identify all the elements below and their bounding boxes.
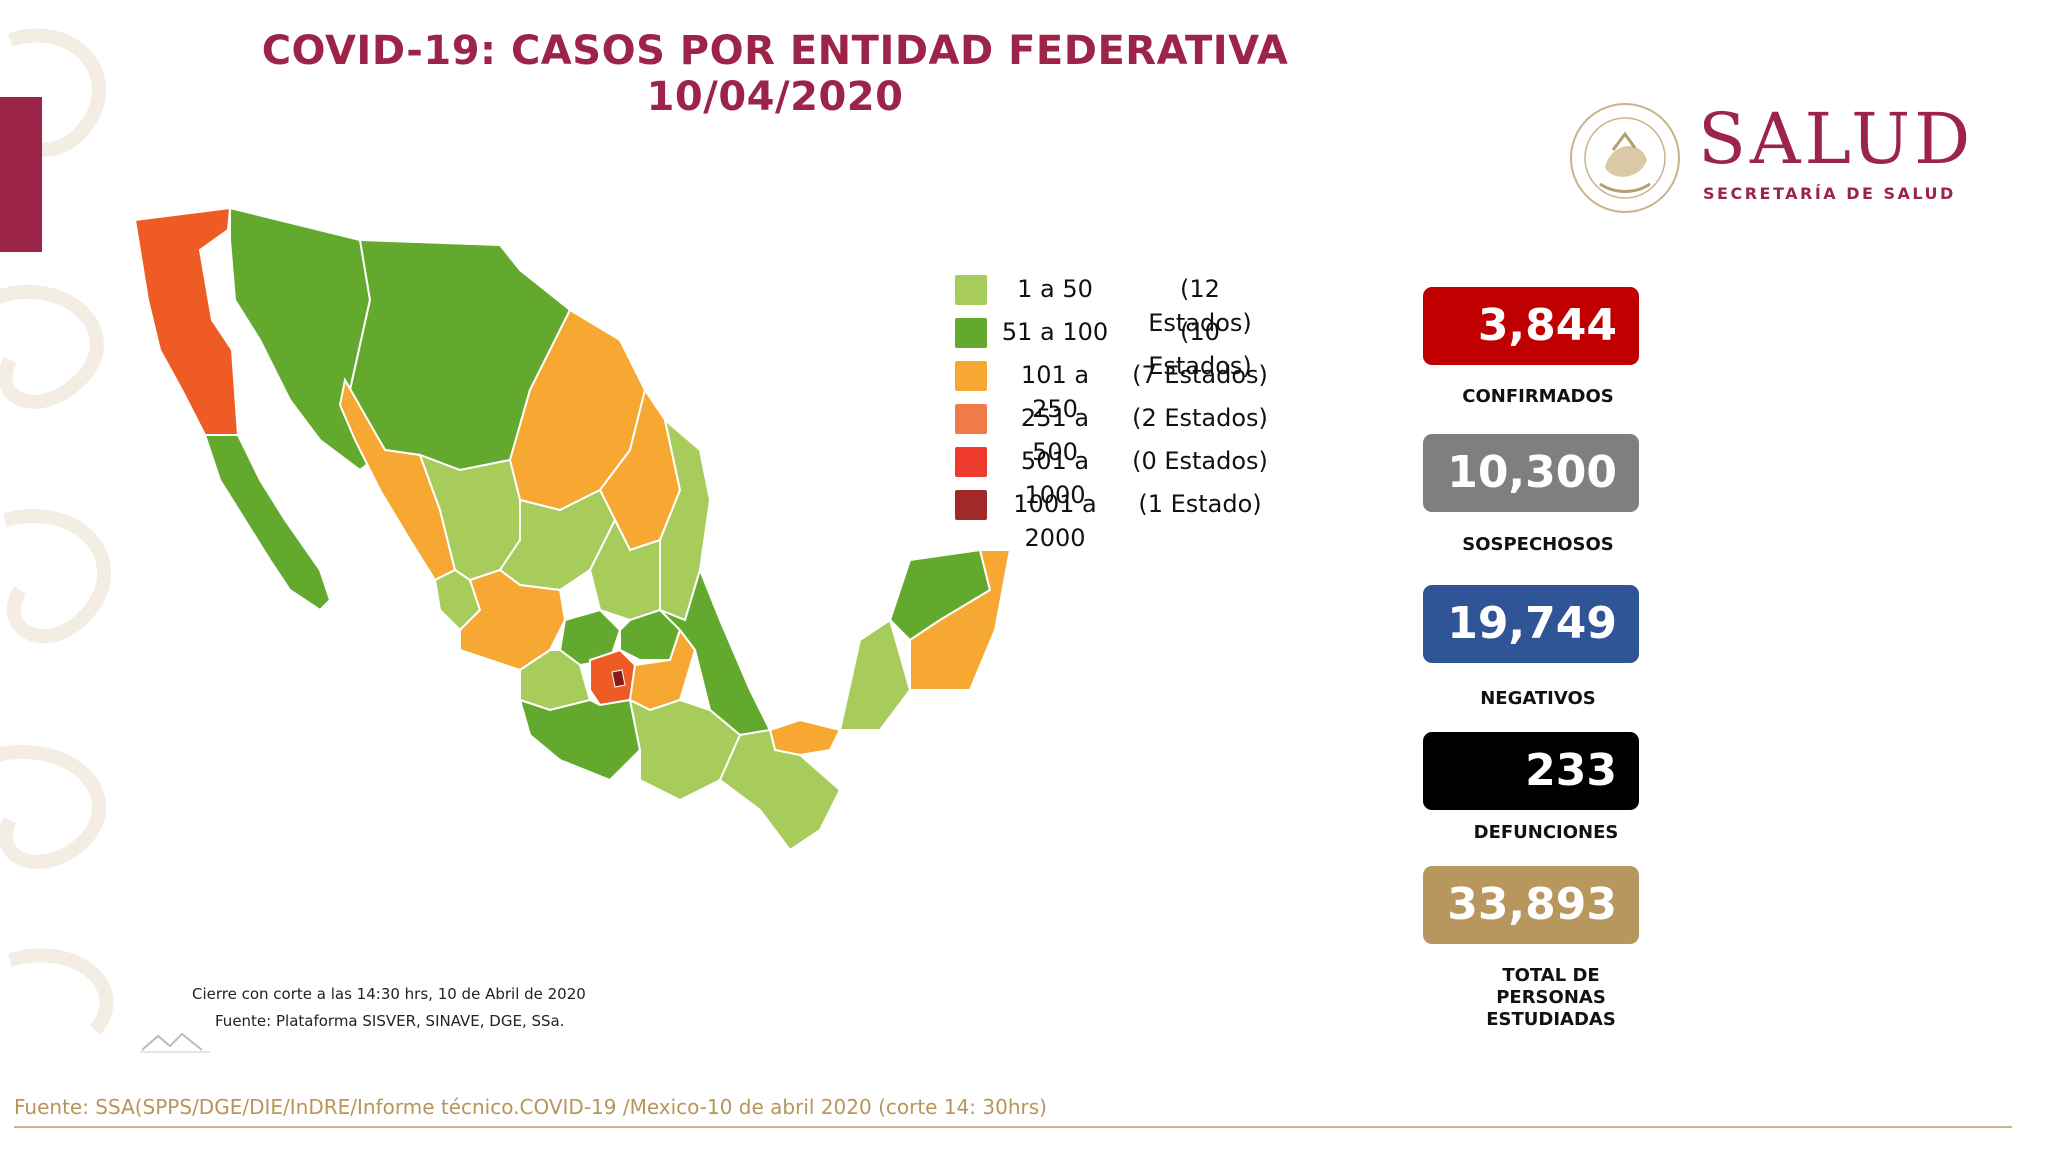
suspected-label: SOSPECHOSOS — [1462, 534, 1614, 555]
suspected-value: 10,300 — [1423, 434, 1639, 512]
legend-item: 1 a 50 (12 Estados) — [955, 272, 1255, 337]
total-studied-label-line: ESTUDIADAS — [1486, 1009, 1616, 1030]
state-baja-california — [133, 206, 240, 436]
negative-value: 19,749 — [1423, 585, 1639, 663]
legend-item: 251 a 500 (2 Estados) — [955, 401, 1268, 466]
state-quintana-roo — [909, 549, 1012, 691]
legend-count: (10 Estados) — [1148, 318, 1252, 380]
state-guerrero — [518, 698, 642, 782]
legend-range: 101 a 250 — [1020, 361, 1090, 423]
state-zacatecas — [498, 488, 617, 592]
deaths-label: DEFUNCIONES — [1473, 822, 1619, 843]
title-date: 10/04/2020 — [646, 74, 904, 120]
total-studied-label: TOTAL DE PERSONAS ESTUDIADAS — [1451, 965, 1651, 1031]
state-campeche — [838, 618, 912, 731]
salud-wordmark: SALUD — [1698, 98, 1975, 180]
legend-range: 251 a 500 — [1020, 404, 1090, 466]
legend-swatch — [955, 447, 987, 477]
total-studied-label-line: TOTAL DE — [1502, 965, 1600, 986]
state-cdmx — [611, 669, 626, 688]
legend-count: (12 Estados) — [1148, 275, 1252, 337]
legend-item: 501 a 1000 (0 Estados) — [955, 444, 1268, 509]
legend-range: 501 a 1000 — [1020, 447, 1090, 509]
state-estado-de-mexico — [589, 648, 637, 707]
legend-item: 101 a 250 (7 Estados) — [955, 358, 1268, 423]
page-title: COVID-19: CASOS POR ENTIDAD FEDERATIVA 1… — [200, 28, 1350, 120]
salud-logo: SALUD SECRETARÍA DE SALUD — [1565, 98, 2005, 218]
footer-source: Fuente: SSA(SPPS/DGE/DIE/InDRE/Informe t… — [14, 1095, 1047, 1119]
title-line-1: COVID-19: CASOS POR ENTIDAD FEDERATIVA — [261, 28, 1289, 74]
confirmed-label: CONFIRMADOS — [1462, 386, 1614, 407]
legend-swatch — [955, 490, 987, 520]
state-baja-california-sur — [203, 434, 332, 612]
legend-range: 51 a 100 — [1001, 318, 1109, 346]
legend-swatch — [955, 318, 987, 348]
state-jalisco — [459, 568, 567, 672]
mountain-mark-icon — [140, 1032, 210, 1053]
confirmed-value: 3,844 — [1423, 287, 1639, 365]
legend-count: (2 Estados) — [1132, 404, 1268, 432]
state-san-luis-potosi — [588, 517, 661, 622]
national-seal-icon — [1570, 103, 1680, 213]
legend-swatch — [955, 361, 987, 391]
legend-range: 1001 a 2000 — [1013, 490, 1097, 552]
legend-count: (1 Estado) — [1138, 490, 1262, 518]
deaths-value: 233 — [1423, 732, 1639, 810]
cutoff-note: Cierre con corte a las 14:30 hrs, 10 de … — [192, 985, 586, 1003]
total-studied-label-line: PERSONAS — [1496, 987, 1606, 1008]
legend-swatch — [955, 275, 987, 305]
legend-count: (0 Estados) — [1132, 447, 1268, 475]
legend-count: (7 Estados) — [1132, 361, 1268, 389]
legend-range: 1 a 50 — [1017, 275, 1093, 303]
mexico-map — [133, 206, 1012, 852]
accent-bar — [0, 97, 42, 252]
salud-subtitle: SECRETARÍA DE SALUD — [1703, 184, 1956, 203]
legend-item: 1001 a 2000 (1 Estado) — [955, 487, 1262, 552]
legend-swatch — [955, 404, 987, 434]
negative-label: NEGATIVOS — [1480, 688, 1596, 709]
footer-divider — [14, 1126, 2012, 1128]
source-note: Fuente: Plataforma SISVER, SINAVE, DGE, … — [215, 1012, 565, 1030]
legend-item: 51 a 100 (10 Estados) — [955, 315, 1255, 380]
total-studied-value: 33,893 — [1423, 866, 1639, 944]
state-tabasco — [768, 718, 842, 757]
state-chiapas — [718, 728, 842, 852]
